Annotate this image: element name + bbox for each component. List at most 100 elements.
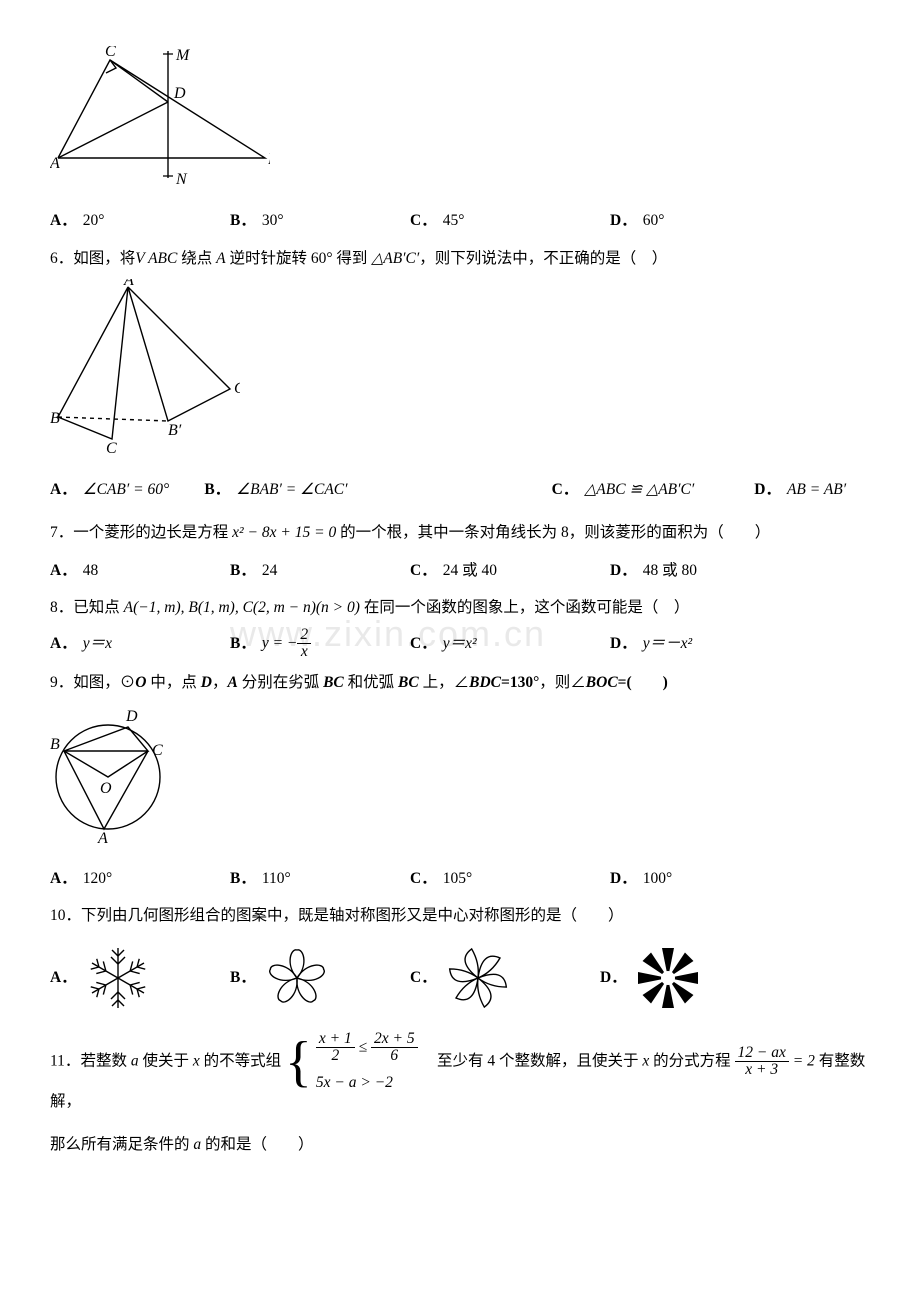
q7-opt-A[interactable]: A．48: [50, 556, 230, 585]
q5-options: A．20° B．30° C．45° D．60°: [50, 206, 870, 235]
q6-opt-C[interactable]: C．△ABC ≌ △AB′C′: [552, 475, 755, 504]
q6-opt-B-val: ∠BAB′ = ∠CAC′: [236, 475, 347, 504]
q6-num: 6．: [50, 250, 73, 267]
q8-opt-B-label: B．: [230, 629, 256, 658]
q6-tri1: V ABC: [135, 250, 177, 267]
q9-options: A．120° B．110° C．105° D．100°: [50, 864, 870, 893]
q7-opt-C[interactable]: C．24 或 40: [410, 556, 610, 585]
q9-BC1: BC: [323, 674, 344, 691]
q8-options: A．y＝x B． y = −2x C．y＝x² D．y＝－x²: [50, 627, 870, 661]
q10-opt-D[interactable]: D．: [600, 943, 790, 1013]
q8-text-b: 在同一个函数的图象上，这个函数可能是（ ）: [360, 599, 689, 616]
q8-opt-B-pre: y = −: [262, 634, 298, 651]
q5-opt-A-val: 20°: [83, 206, 105, 235]
q8-num: 8．: [50, 599, 73, 616]
q7-eq: x² − 8x + 15 = 0: [232, 524, 336, 541]
q9-opt-D[interactable]: D．100°: [610, 864, 790, 893]
q7-opt-A-val: 48: [83, 556, 99, 585]
q11-text-g: 那么所有满足条件的: [50, 1136, 193, 1153]
q7-num: 7．: [50, 524, 73, 541]
q8-opt-D-val: y＝－x²: [643, 629, 692, 658]
burst-icon: [633, 943, 703, 1013]
q6-opt-B-label: B．: [204, 475, 230, 504]
fig6-label-C: C: [106, 440, 117, 454]
q9-text-c: 分别在劣弧: [238, 674, 323, 691]
q9-opt-C[interactable]: C．105°: [410, 864, 610, 893]
q7-opt-C-label: C．: [410, 556, 437, 585]
q11-eq2-rhs: = 2: [789, 1052, 815, 1069]
fig6-label-A: A: [123, 279, 134, 289]
star-flower-icon: [262, 943, 332, 1013]
q7-opt-D[interactable]: D．48 或 80: [610, 556, 790, 585]
q9-opt-B-val: 110°: [262, 864, 291, 893]
q10-text: 下列由几何图形组合的图案中，既是轴对称图形又是中心对称图形的是（ ）: [81, 907, 624, 924]
q5-opt-B-label: B．: [230, 206, 256, 235]
q5-figure: C M D A B N: [50, 46, 870, 196]
q5-opt-B[interactable]: B．30°: [230, 206, 410, 235]
q8-opt-A[interactable]: A．y＝x: [50, 627, 230, 661]
q11-text-d: 至少有 4 个整数解，且使关于: [421, 1052, 642, 1069]
q10-opt-A[interactable]: A．: [50, 943, 230, 1013]
q9-figure: D B C O A: [50, 703, 870, 853]
q8-text-a: 已知点: [73, 599, 123, 616]
q9-opt-B[interactable]: B．110°: [230, 864, 410, 893]
q8-opt-A-val: y＝x: [83, 629, 112, 658]
fig9-label-O: O: [100, 780, 112, 797]
q9-text-a: 如图，⊙: [73, 674, 135, 691]
q11-text-b: 使关于: [139, 1052, 193, 1069]
q11-l1-lnum: x + 1: [316, 1031, 355, 1048]
q11-a2: a: [193, 1136, 201, 1153]
q6-opt-D-val: AB = AB′: [787, 475, 846, 504]
q6-opt-C-val: △ABC ≌ △AB′C′: [584, 475, 694, 504]
q9-comma: ，: [212, 674, 228, 691]
q9-opt-A[interactable]: A．120°: [50, 864, 230, 893]
q5-opt-C[interactable]: C．45°: [410, 206, 610, 235]
q5-opt-D[interactable]: D．60°: [610, 206, 790, 235]
q7-opt-B-val: 24: [262, 556, 278, 585]
q11-text-h: 的和是（ ）: [201, 1136, 313, 1153]
q8-opt-D-label: D．: [610, 629, 637, 658]
q11-a1: a: [131, 1052, 139, 1069]
q6-opt-A[interactable]: A．∠CAB′ = 60°: [50, 475, 204, 504]
q8-opt-B-den: x: [297, 644, 311, 660]
fig5-label-D: D: [173, 85, 186, 102]
q6-A: A: [216, 250, 225, 267]
q8-opt-B-num: 2: [297, 627, 311, 644]
q6-deg: 60°: [311, 250, 333, 267]
q11-eq2-num: 12 − ax: [735, 1045, 789, 1062]
q6-text-d: 得到: [333, 250, 372, 267]
q7-opt-B[interactable]: B．24: [230, 556, 410, 585]
q11-stem-1: 11．若整数 a 使关于 x 的不等式组 { x + 12 ≤ 2x + 56 …: [50, 1031, 870, 1112]
q9-text-f: ，则∠: [539, 674, 586, 691]
fig9-label-A: A: [97, 830, 108, 843]
q9-BC2: BC: [398, 674, 419, 691]
q9-stem: 9．如图，⊙O 中，点 D，A 分别在劣弧 BC 和优弧 BC 上，∠BDC=1…: [50, 668, 870, 697]
q10-opt-B[interactable]: B．: [230, 943, 410, 1013]
q9-A: A: [227, 674, 237, 691]
pinwheel-icon: [443, 943, 513, 1013]
q7-opt-A-label: A．: [50, 556, 77, 585]
q10-opt-B-label: B．: [230, 963, 256, 992]
q11-l1-op: ≤: [359, 1038, 371, 1055]
q11-text-a: 若整数: [80, 1052, 130, 1069]
q10-opt-A-label: A．: [50, 963, 77, 992]
q10-opt-D-label: D．: [600, 963, 627, 992]
q8-opt-C[interactable]: C．y＝x²: [410, 627, 610, 661]
fig6-label-B: B: [50, 410, 60, 427]
q5-opt-A[interactable]: A．20°: [50, 206, 230, 235]
q9-text-e: 上，∠: [419, 674, 469, 691]
q8-opt-B[interactable]: B． y = −2x: [230, 627, 410, 661]
q6-opt-B[interactable]: B．∠BAB′ = ∠CAC′: [204, 475, 551, 504]
q7-text-b: 的一个根，其中一条对角线长为 8，则该菱形的面积为（ ）: [336, 524, 770, 541]
q10-opt-C[interactable]: C．: [410, 943, 600, 1013]
q6-stem: 6．如图，将V ABC 绕点 A 逆时针旋转 60° 得到 △AB′C′，则下列…: [50, 244, 870, 273]
q6-figure: A B C B′ C′: [50, 279, 870, 464]
q6-opt-D[interactable]: D．AB = AB′: [754, 475, 870, 504]
q5-opt-C-label: C．: [410, 206, 437, 235]
q8-opt-D[interactable]: D．y＝－x²: [610, 627, 790, 661]
q9-opt-C-label: C．: [410, 864, 437, 893]
q11-num: 11．: [50, 1052, 80, 1069]
q10-stem: 10．下列由几何图形组合的图案中，既是轴对称图形又是中心对称图形的是（ ）: [50, 901, 870, 930]
q9-opt-C-val: 105°: [443, 864, 472, 893]
q11-l1-lden: 2: [316, 1048, 355, 1064]
